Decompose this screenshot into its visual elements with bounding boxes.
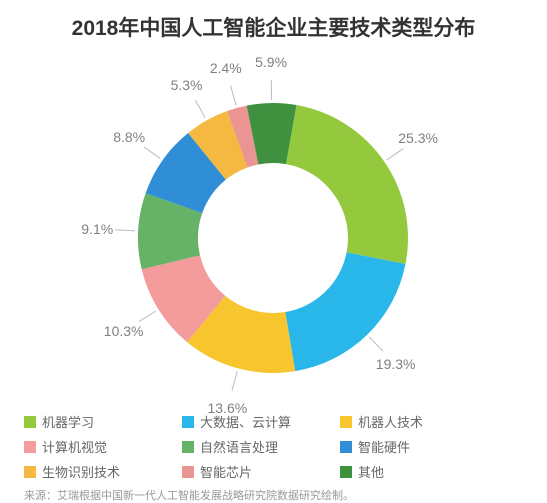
leader-line: [369, 337, 383, 351]
slice-1: [285, 252, 405, 371]
legend-item: 机器学习: [24, 412, 164, 431]
legend-label: 其他: [358, 462, 384, 481]
legend-label: 智能芯片: [200, 462, 252, 481]
pct-label: 5.9%: [255, 54, 287, 70]
legend-item: 机器人技术: [340, 412, 480, 431]
legend: 机器学习 大数据、云计算 机器人技术计算机视觉 自然语言处理 智能硬件生物识别技术 智能芯…: [0, 408, 547, 481]
legend-item: 其他: [340, 462, 480, 481]
pct-label: 5.3%: [171, 77, 203, 93]
pct-label: 25.3%: [398, 130, 438, 146]
pct-label: 19.3%: [376, 356, 416, 372]
legend-item: 计算机视觉: [24, 437, 164, 456]
legend-item: 自然语言处理: [182, 437, 322, 456]
leader-line: [144, 147, 160, 159]
leader-line: [232, 371, 237, 390]
legend-label: 机器学习: [42, 412, 94, 431]
legend-swatch: [24, 416, 36, 428]
pct-label: 8.8%: [113, 129, 145, 145]
pct-label: 13.6%: [207, 400, 247, 416]
legend-swatch: [182, 441, 194, 453]
leader-line: [231, 86, 236, 105]
legend-swatch: [182, 416, 194, 428]
legend-swatch: [182, 466, 194, 478]
legend-label: 计算机视觉: [42, 437, 107, 456]
legend-label: 生物识别技术: [42, 462, 120, 481]
legend-label: 机器人技术: [358, 412, 423, 431]
legend-label: 智能硬件: [358, 437, 410, 456]
leader-line: [195, 100, 205, 117]
pct-label: 9.1%: [81, 221, 113, 237]
leader-line: [115, 230, 135, 231]
chart-container: 2018年中国人工智能企业主要技术类型分布 25.3% 19.3% 13.6% 10.…: [0, 0, 547, 500]
legend-swatch: [24, 441, 36, 453]
legend-swatch: [340, 416, 352, 428]
slice-0: [286, 105, 408, 264]
leader-line: [139, 311, 156, 322]
leader-line: [387, 149, 403, 160]
legend-swatch: [24, 466, 36, 478]
legend-swatch: [340, 441, 352, 453]
legend-item: 大数据、云计算: [182, 412, 322, 431]
legend-swatch: [340, 466, 352, 478]
chart-title: 2018年中国人工智能企业主要技术类型分布: [0, 0, 547, 48]
legend-item: 智能芯片: [182, 462, 322, 481]
legend-item: 智能硬件: [340, 437, 480, 456]
pct-label: 10.3%: [104, 323, 144, 339]
pct-label: 2.4%: [210, 60, 242, 76]
legend-label: 自然语言处理: [200, 437, 278, 456]
chart-area: 25.3%19.3%13.6%10.3%9.1%8.8%5.3%2.4%5.9%: [0, 48, 547, 408]
legend-item: 生物识别技术: [24, 462, 164, 481]
